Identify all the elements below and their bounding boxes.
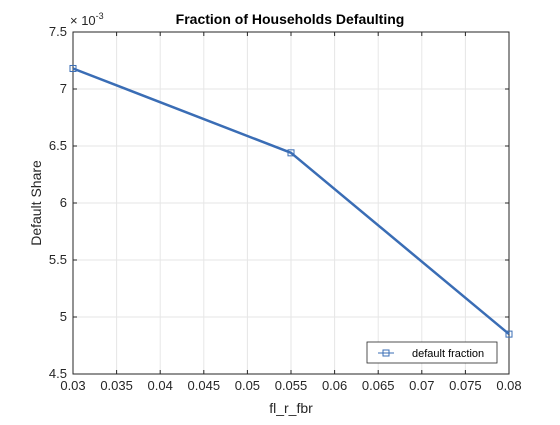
legend-label: default fraction	[412, 348, 484, 360]
legend-box	[366, 341, 498, 364]
axis-ticks: 0.03 0.035 0.04 0.045 0.05 0.055 0.06 0.065 0.07…	[49, 24, 522, 393]
y-tick-label: 4.5	[49, 366, 67, 381]
x-tick-label: 0.04	[148, 378, 173, 393]
grid	[72, 31, 510, 375]
x-tick-label: 0.05	[235, 378, 260, 393]
x-tick-label: 0.07	[409, 378, 434, 393]
y-tick-label: 5.5	[49, 252, 67, 267]
legend-marker-square	[382, 349, 390, 357]
y-axis-exponent: × 10-3	[70, 11, 104, 28]
x-tick-label: 0.045	[188, 378, 221, 393]
x-tick-label: 0.065	[362, 378, 395, 393]
x-tick-label: 0.075	[449, 378, 482, 393]
data-point-marker	[69, 64, 77, 72]
series-lines	[69, 64, 513, 338]
y-tick-label: 6.5	[49, 138, 67, 153]
x-tick-label: 0.055	[275, 378, 308, 393]
legend: default fraction	[366, 341, 498, 364]
y-tick-label: 7	[60, 81, 67, 96]
y-tick-label: 5	[60, 309, 67, 324]
x-tick-label: 0.035	[100, 378, 133, 393]
y-axis-exponent-base: × 10	[70, 13, 96, 28]
chart-title: Fraction of Households Defaulting	[176, 11, 405, 27]
y-tick-label: 7.5	[49, 24, 67, 39]
y-tick-label: 6	[60, 195, 67, 210]
x-tick-label: 0.08	[496, 378, 521, 393]
data-point-marker	[505, 330, 513, 338]
data-point-marker	[287, 149, 295, 157]
series-line	[72, 67, 510, 336]
x-tick-label: 0.06	[322, 378, 347, 393]
y-axis-exponent-power: -3	[96, 11, 104, 21]
y-axis-title: Default Share	[28, 160, 44, 246]
x-axis-title: fl_r_fbr	[269, 400, 313, 416]
x-tick-label: 0.03	[60, 378, 85, 393]
